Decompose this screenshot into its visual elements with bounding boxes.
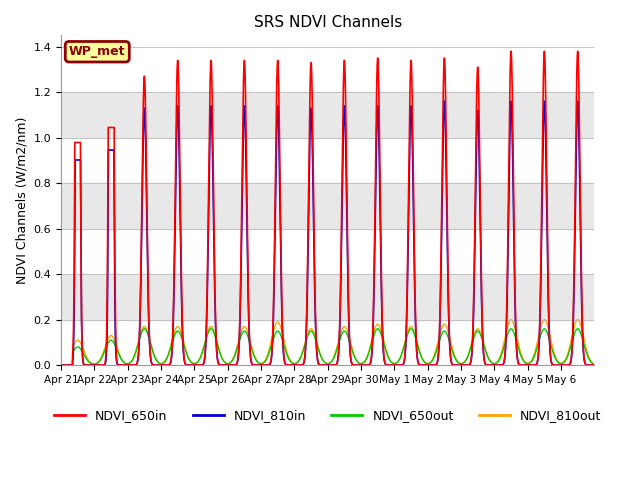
Text: WP_met: WP_met [69, 45, 125, 58]
Title: SRS NDVI Channels: SRS NDVI Channels [253, 15, 402, 30]
Legend: NDVI_650in, NDVI_810in, NDVI_650out, NDVI_810out: NDVI_650in, NDVI_810in, NDVI_650out, NDV… [49, 405, 606, 427]
Bar [61, 274, 595, 320]
Y-axis label: NDVI Channels (W/m2/nm): NDVI Channels (W/m2/nm) [15, 117, 28, 284]
Bar [61, 92, 595, 138]
Bar [61, 183, 595, 228]
